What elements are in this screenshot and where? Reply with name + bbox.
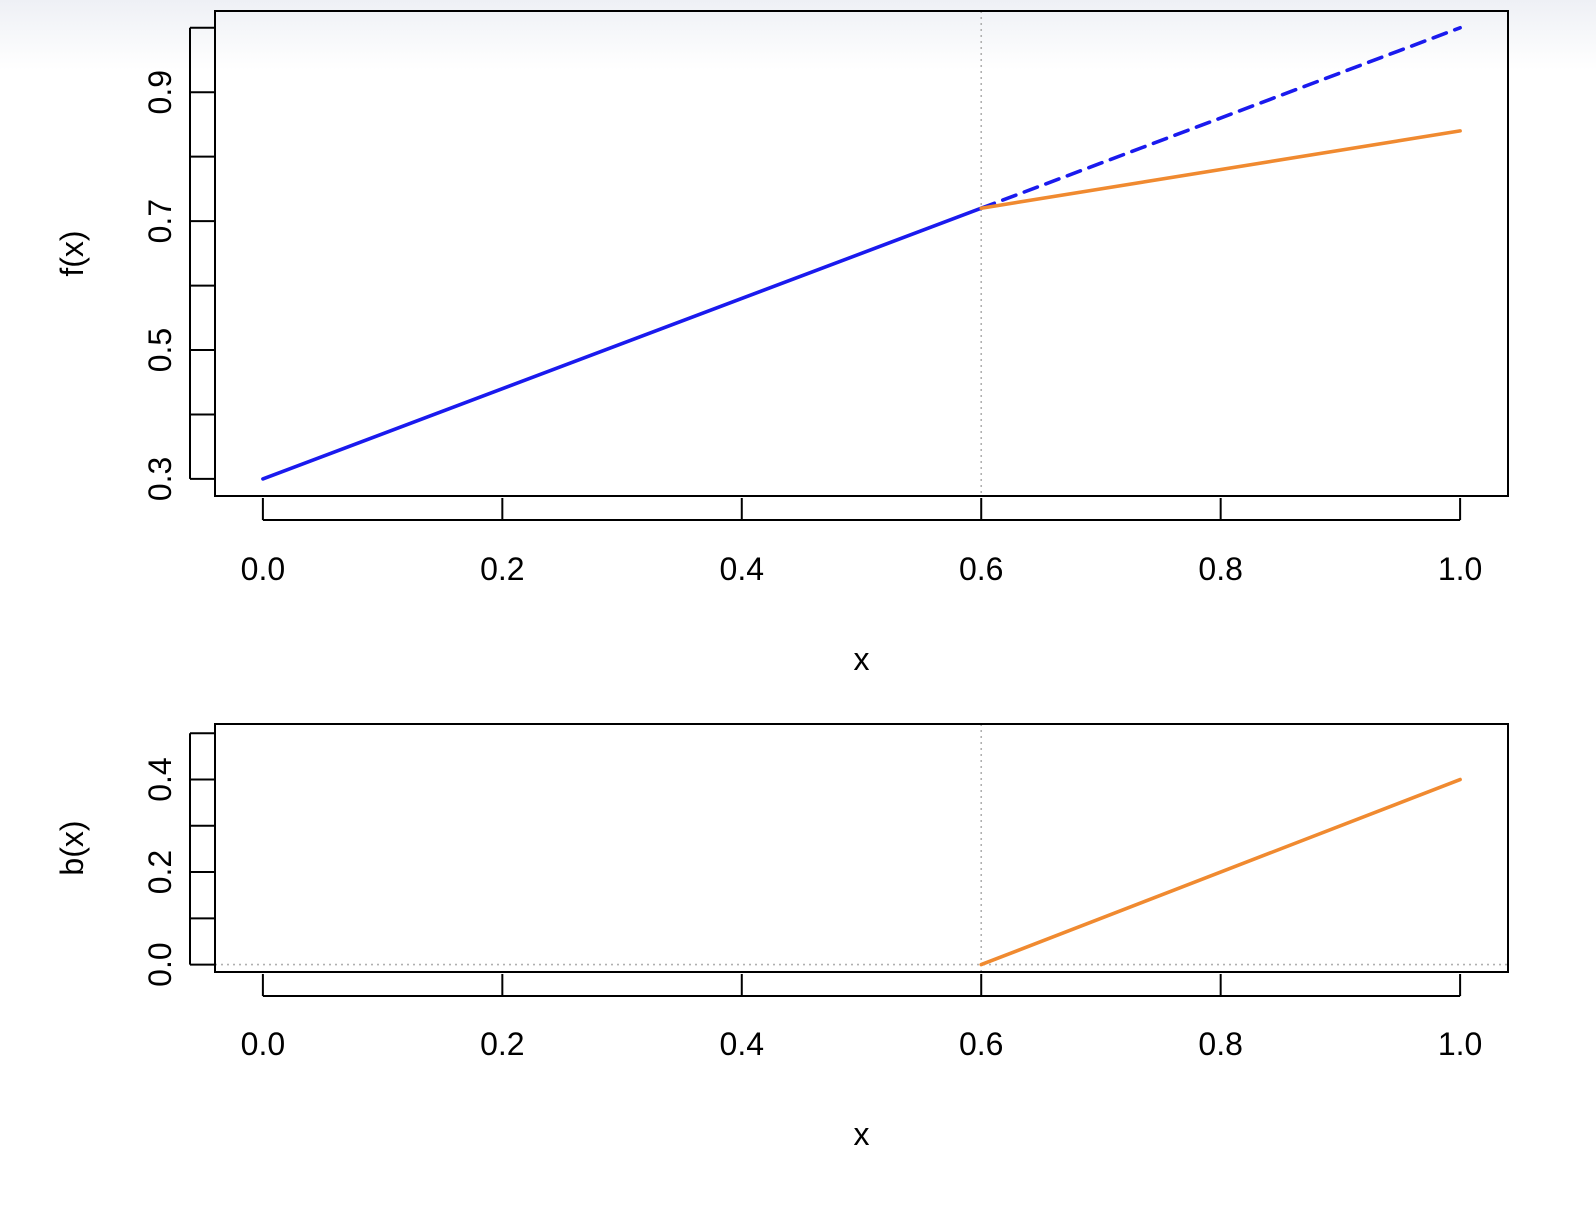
series-line-1 — [261, 206, 984, 481]
y-tick-label: 0.9 — [142, 70, 178, 114]
x-tick-label: 0.8 — [1198, 551, 1242, 587]
x-tick-label: 0.6 — [959, 1026, 1003, 1062]
series-line-3 — [979, 129, 1462, 211]
x-tick-label: 1.0 — [1438, 551, 1482, 587]
y-tick-label: 0.2 — [142, 850, 178, 894]
series-line-2 — [979, 25, 1462, 211]
series-line-1 — [979, 777, 1462, 967]
y-tick-label: 0.3 — [142, 457, 178, 501]
y-tick-label: 0.4 — [142, 757, 178, 801]
x-tick-label: 0.0 — [241, 1026, 285, 1062]
panel-1: 0.0 0.2 0.4 0.6 0.8 1.0 x 0.3 0.5 0.7 0.9 f(x) — [54, 10, 1509, 677]
x-tick-label: 0.6 — [959, 551, 1003, 587]
x-tick-label: 0.2 — [480, 1026, 524, 1062]
y-tick-label: 0.0 — [142, 942, 178, 986]
x-tick-label: 0.2 — [480, 551, 524, 587]
y-tick-label: 0.5 — [142, 328, 178, 372]
plot-box — [214, 723, 1509, 973]
x-axis-title: x — [854, 641, 870, 677]
panel-2: 0.0 0.2 0.4 0.6 0.8 1.0 x 0.0 0.2 0.4 b(x) — [54, 723, 1509, 1152]
x-tick-label: 0.4 — [720, 1026, 764, 1062]
x-axis-title: x — [854, 1116, 870, 1152]
plot-box — [214, 10, 1509, 497]
x-tick-label: 0.0 — [241, 551, 285, 587]
x-tick-label: 0.8 — [1198, 1026, 1242, 1062]
y-axis-title: f(x) — [54, 230, 90, 276]
y-tick-label: 0.7 — [142, 199, 178, 243]
x-tick-label: 1.0 — [1438, 1026, 1482, 1062]
x-tick-label: 0.4 — [720, 551, 764, 587]
y-axis-title: b(x) — [54, 820, 90, 875]
